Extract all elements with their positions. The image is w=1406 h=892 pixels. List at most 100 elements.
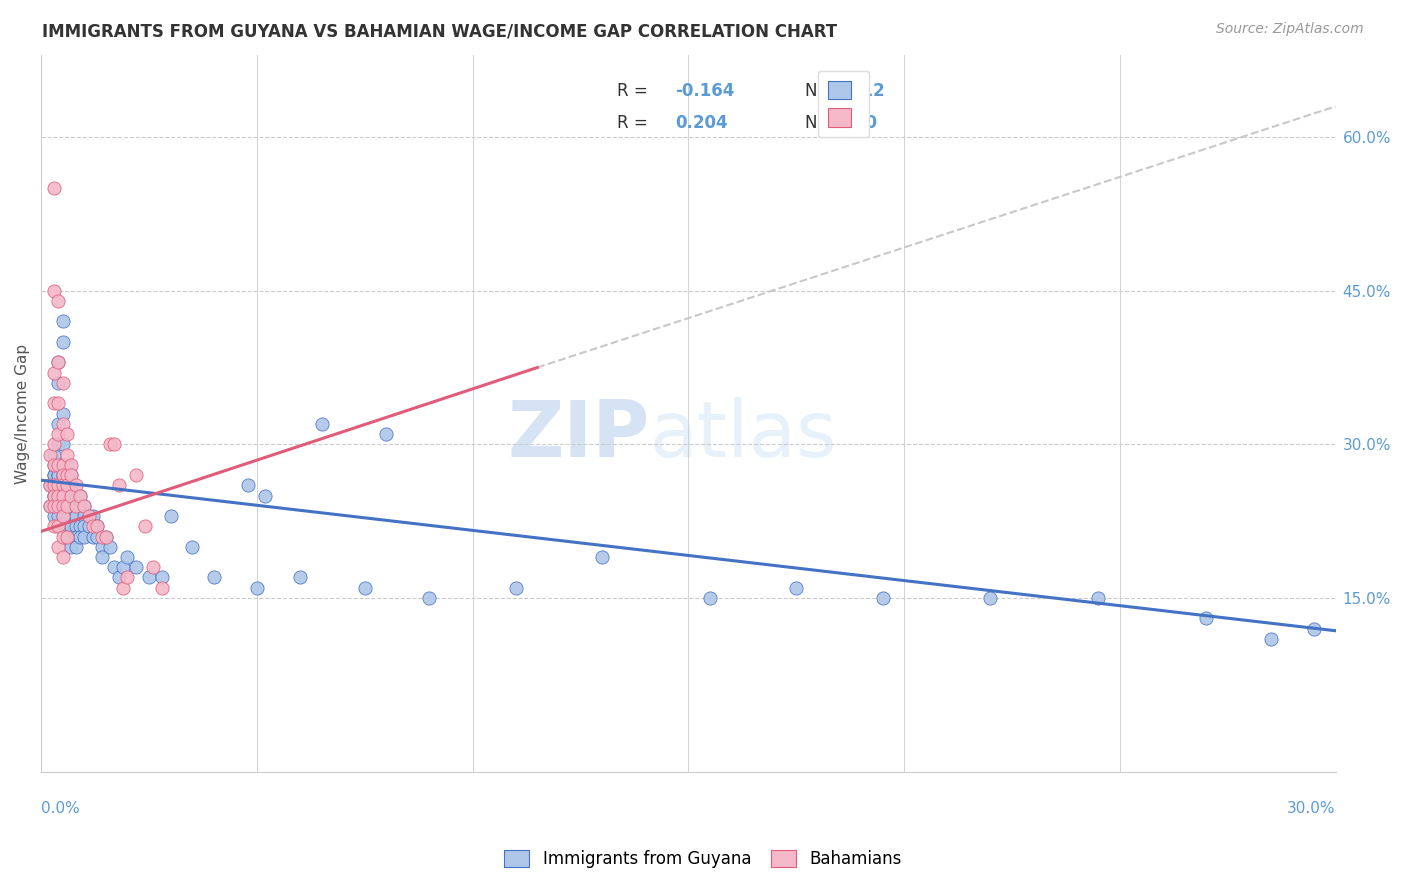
Point	[202, 570, 225, 584]
Text: 0.0%: 0.0%	[41, 801, 80, 816]
Point	[56, 519, 79, 533]
Point	[60, 499, 83, 513]
Point	[48, 293, 70, 308]
Point	[73, 499, 96, 513]
Point	[375, 427, 398, 442]
Point	[65, 519, 87, 533]
Text: N =: N =	[804, 82, 842, 100]
Point	[69, 499, 91, 513]
Point	[52, 458, 75, 472]
Point	[65, 489, 87, 503]
Point	[42, 284, 65, 298]
Point	[48, 468, 70, 483]
Point	[94, 529, 117, 543]
Point	[107, 570, 129, 584]
Point	[52, 468, 75, 483]
Point	[699, 591, 721, 605]
Text: IMMIGRANTS FROM GUYANA VS BAHAMIAN WAGE/INCOME GAP CORRELATION CHART: IMMIGRANTS FROM GUYANA VS BAHAMIAN WAGE/…	[42, 22, 838, 40]
Point	[60, 468, 83, 483]
Point	[52, 458, 75, 472]
Point	[56, 499, 79, 513]
Point	[56, 499, 79, 513]
Point	[38, 448, 60, 462]
Text: 0.204: 0.204	[675, 114, 728, 132]
Point	[48, 468, 70, 483]
Point	[150, 570, 173, 584]
Point	[52, 499, 75, 513]
Point	[42, 478, 65, 492]
Point	[42, 437, 65, 451]
Point	[117, 549, 139, 564]
Point	[48, 519, 70, 533]
Point	[159, 509, 181, 524]
Point	[48, 489, 70, 503]
Point	[94, 529, 117, 543]
Point	[86, 519, 108, 533]
Point	[52, 437, 75, 451]
Point	[107, 478, 129, 492]
Point	[65, 509, 87, 524]
Point	[56, 448, 79, 462]
Point	[52, 478, 75, 492]
Point	[42, 448, 65, 462]
Legend: , : ,	[818, 70, 869, 137]
Point	[56, 509, 79, 524]
Point	[60, 489, 83, 503]
Point	[52, 509, 75, 524]
Point	[52, 407, 75, 421]
Point	[112, 581, 135, 595]
Point	[69, 519, 91, 533]
Point	[77, 509, 100, 524]
Point	[60, 468, 83, 483]
Point	[48, 355, 70, 369]
Point	[90, 549, 112, 564]
Point	[73, 509, 96, 524]
Point	[142, 560, 165, 574]
Point	[56, 427, 79, 442]
Point	[48, 376, 70, 390]
Point	[77, 519, 100, 533]
Y-axis label: Wage/Income Gap: Wage/Income Gap	[15, 343, 30, 483]
Text: -0.164: -0.164	[675, 82, 735, 100]
Point	[1260, 632, 1282, 646]
Point	[56, 458, 79, 472]
Point	[90, 529, 112, 543]
Text: Source: ZipAtlas.com: Source: ZipAtlas.com	[1216, 22, 1364, 37]
Point	[52, 489, 75, 503]
Point	[48, 489, 70, 503]
Point	[42, 489, 65, 503]
Point	[872, 591, 894, 605]
Point	[48, 396, 70, 410]
Point	[52, 334, 75, 349]
Point	[42, 489, 65, 503]
Text: 30.0%: 30.0%	[1286, 801, 1336, 816]
Legend: Immigrants from Guyana, Bahamians: Immigrants from Guyana, Bahamians	[498, 843, 908, 875]
Point	[56, 529, 79, 543]
Point	[56, 489, 79, 503]
Point	[591, 549, 613, 564]
Point	[52, 529, 75, 543]
Point	[52, 519, 75, 533]
Point	[42, 499, 65, 513]
Point	[48, 540, 70, 554]
Point	[238, 478, 260, 492]
Point	[785, 581, 807, 595]
Point	[38, 478, 60, 492]
Point	[1195, 611, 1218, 625]
Point	[60, 489, 83, 503]
Point	[52, 478, 75, 492]
Point	[52, 417, 75, 431]
Text: 112: 112	[851, 82, 884, 100]
Point	[52, 489, 75, 503]
Point	[505, 581, 527, 595]
Point	[254, 489, 277, 503]
Point	[103, 560, 125, 574]
Point	[48, 509, 70, 524]
Point	[90, 540, 112, 554]
Point	[42, 396, 65, 410]
Point	[246, 581, 269, 595]
Point	[125, 468, 148, 483]
Point	[82, 509, 104, 524]
Point	[82, 519, 104, 533]
Point	[69, 489, 91, 503]
